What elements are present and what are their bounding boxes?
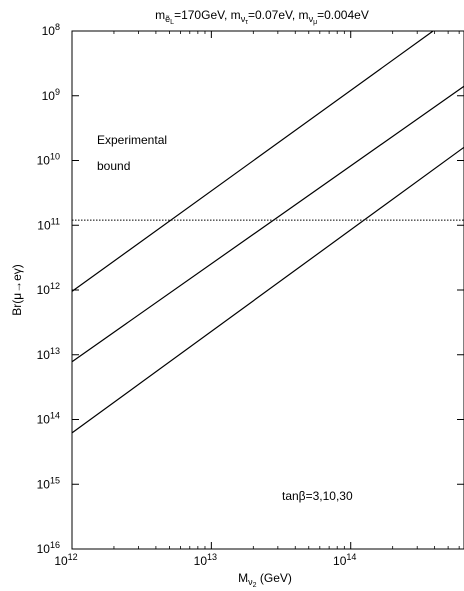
annotation-tanbeta: tanβ=3,10,30 bbox=[282, 489, 353, 503]
y-tick-label: 108 bbox=[42, 22, 60, 38]
series-group bbox=[71, 30, 464, 434]
y-axis-ticks: 108 109 1010 1011 1012 1013 1014 1015 1016 bbox=[37, 22, 464, 556]
y-tick-label: 1013 bbox=[37, 346, 60, 362]
y-tick-label: 1014 bbox=[37, 411, 60, 427]
x-tick-label: 1014 bbox=[333, 552, 356, 568]
x-axis-ticks: 1012 1013 1014 bbox=[54, 31, 460, 568]
x-axis-label: Mν2 (GeV) bbox=[238, 571, 292, 589]
x-tick-label: 1013 bbox=[194, 552, 217, 568]
chart-title: mẽL=170GeV, mντ=0.07eV, mνμ=0.004eV bbox=[155, 8, 369, 26]
series-line-3 bbox=[71, 146, 464, 434]
y-tick-label: 1016 bbox=[37, 540, 60, 556]
y-tick-label: 109 bbox=[42, 87, 60, 103]
annotation-bound: bound bbox=[97, 159, 130, 173]
series-line-1 bbox=[71, 30, 434, 292]
y-tick-label: 1015 bbox=[37, 475, 60, 491]
series-line-2 bbox=[71, 85, 464, 363]
y-tick-label: 1012 bbox=[37, 281, 60, 297]
y-tick-label: 1010 bbox=[37, 152, 60, 168]
y-tick-label: 1011 bbox=[37, 216, 60, 232]
annotation-experimental: Experimental bbox=[97, 133, 167, 147]
y-axis-label: Br(μ→eγ) bbox=[10, 264, 24, 316]
x-tick-label: 1012 bbox=[54, 552, 77, 568]
